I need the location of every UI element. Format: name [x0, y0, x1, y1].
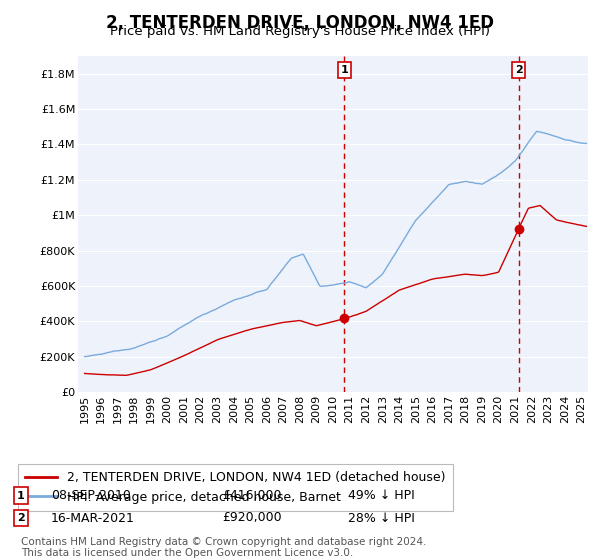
Text: £416,000: £416,000: [222, 489, 281, 502]
Text: 16-MAR-2021: 16-MAR-2021: [51, 511, 135, 525]
Text: 49% ↓ HPI: 49% ↓ HPI: [348, 489, 415, 502]
Text: 2: 2: [515, 65, 523, 75]
Text: This data is licensed under the Open Government Licence v3.0.: This data is licensed under the Open Gov…: [21, 548, 353, 558]
Text: 28% ↓ HPI: 28% ↓ HPI: [348, 511, 415, 525]
Text: Price paid vs. HM Land Registry's House Price Index (HPI): Price paid vs. HM Land Registry's House …: [110, 25, 490, 38]
Text: 08-SEP-2010: 08-SEP-2010: [51, 489, 131, 502]
Text: 1: 1: [341, 65, 349, 75]
Text: 2: 2: [17, 513, 25, 523]
Legend: 2, TENTERDEN DRIVE, LONDON, NW4 1ED (detached house), HPI: Average price, detach: 2, TENTERDEN DRIVE, LONDON, NW4 1ED (det…: [18, 464, 453, 511]
Text: 2, TENTERDEN DRIVE, LONDON, NW4 1ED: 2, TENTERDEN DRIVE, LONDON, NW4 1ED: [106, 14, 494, 32]
Text: Contains HM Land Registry data © Crown copyright and database right 2024.: Contains HM Land Registry data © Crown c…: [21, 537, 427, 547]
Text: 1: 1: [17, 491, 25, 501]
Text: £920,000: £920,000: [222, 511, 281, 525]
